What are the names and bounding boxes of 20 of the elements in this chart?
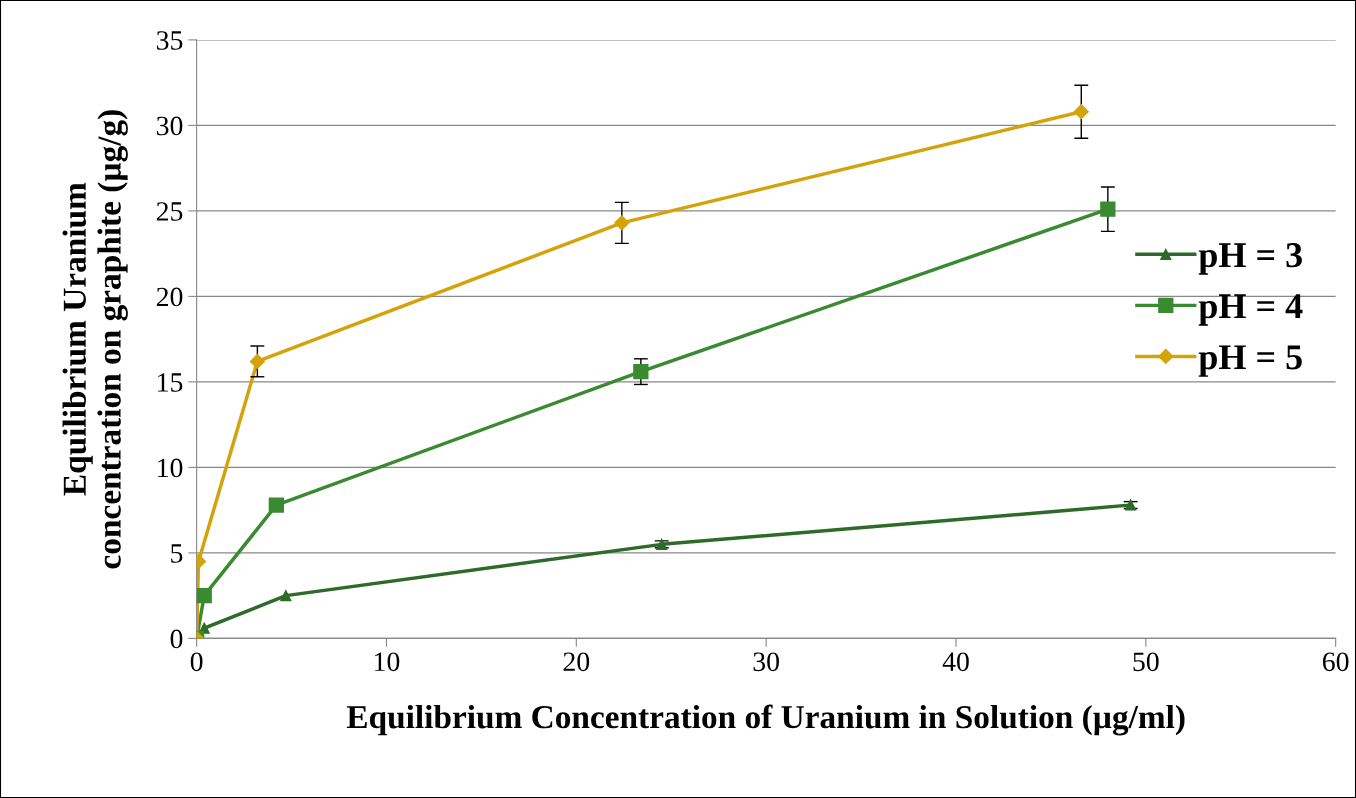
y-tick-label: 20 bbox=[156, 287, 183, 307]
x-tick-label: 60 bbox=[1322, 652, 1349, 672]
x-tick-label: 10 bbox=[375, 652, 400, 672]
y-tick-label: 15 bbox=[158, 373, 183, 392]
y-tick-label: 25 bbox=[156, 202, 183, 221]
y-tick-label: 35 bbox=[156, 31, 183, 50]
legend-label: pH = 3 bbox=[1198, 243, 1302, 275]
x-tick-label: 20 bbox=[563, 652, 590, 672]
y-tick-label: 10 bbox=[158, 458, 183, 478]
y-tick-label: 5 bbox=[171, 544, 183, 563]
x-tick-label: 40 bbox=[942, 652, 969, 672]
x-tick-label: 50 bbox=[1133, 652, 1159, 672]
y-tick-label: 30 bbox=[156, 116, 183, 136]
x-axis-title: Equilibrium Concentration of Uranium in Solution (µg/ml) bbox=[346, 704, 1185, 736]
legend-label: pH = 5 bbox=[1198, 345, 1302, 377]
x-tick-label: 30 bbox=[753, 652, 779, 672]
x-tick-label: 0 bbox=[190, 652, 203, 672]
legend-label: pH = 4 bbox=[1198, 294, 1303, 326]
y-axis-title: Equilibrium Uranium concentration on graphite (µg/g) bbox=[62, 110, 128, 569]
y-tick-label: 0 bbox=[170, 629, 183, 649]
